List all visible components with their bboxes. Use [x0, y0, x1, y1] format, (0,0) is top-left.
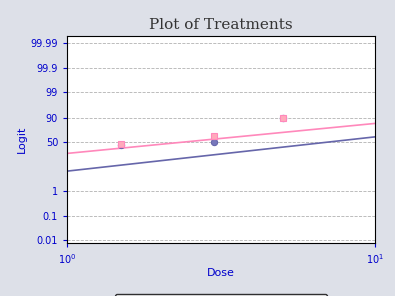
Standard S [119, 143, 124, 147]
Line: Preparation T: Preparation T [118, 115, 286, 147]
Title: Plot of Treatments: Plot of Treatments [149, 17, 293, 32]
Line: Standard S: Standard S [118, 115, 286, 148]
Standard S [212, 140, 216, 144]
Standard S [280, 116, 285, 120]
X-axis label: Dose: Dose [207, 268, 235, 278]
Preparation T [119, 142, 124, 146]
Preparation T [280, 116, 285, 120]
Legend: Standard S, Preparation T: Standard S, Preparation T [115, 294, 327, 296]
Y-axis label: Logit: Logit [17, 126, 26, 153]
Preparation T [212, 135, 216, 138]
